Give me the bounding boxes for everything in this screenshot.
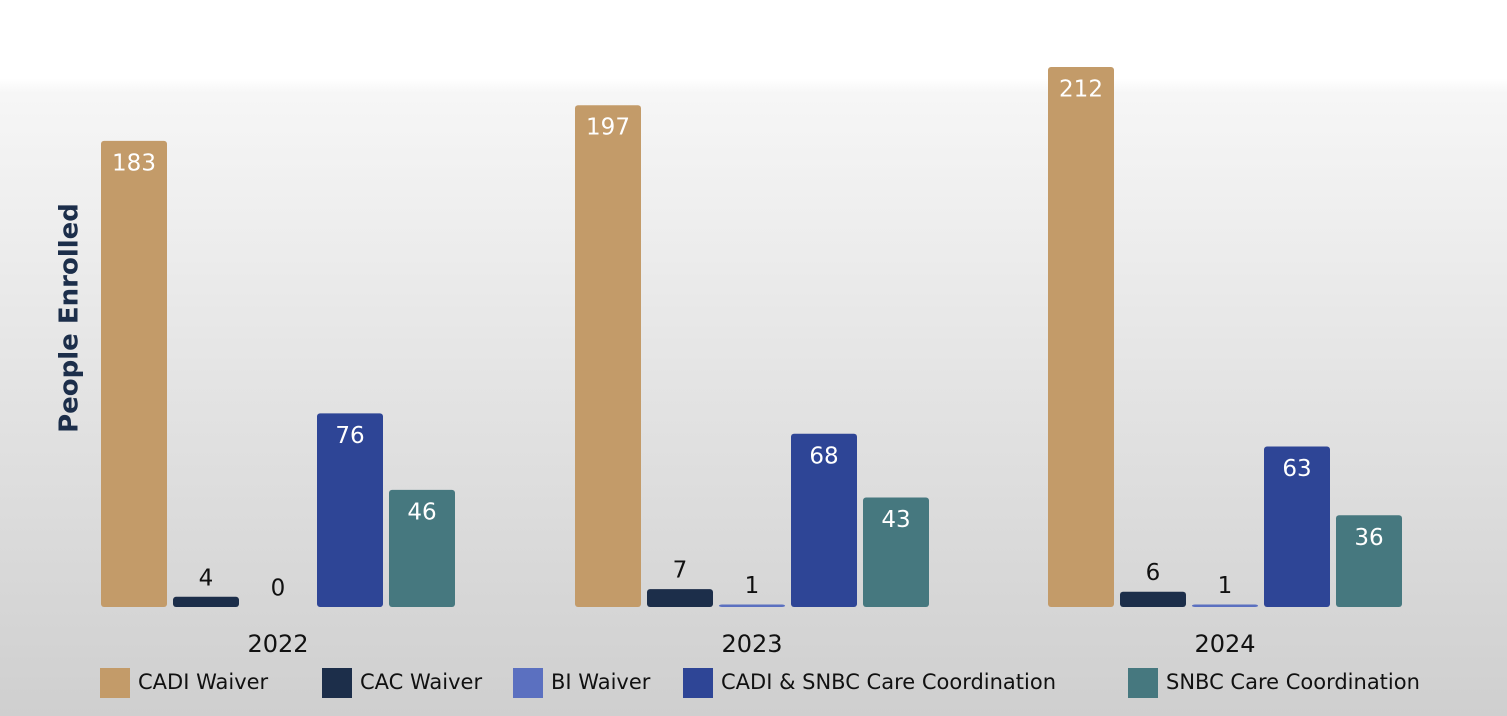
value-label: 0 (271, 576, 286, 602)
x-tick-label: 2024 (1194, 630, 1255, 658)
bar (575, 105, 641, 607)
value-label: 43 (881, 507, 910, 533)
legend-swatch (322, 668, 352, 698)
bar (389, 489, 455, 607)
bar (1336, 515, 1402, 607)
legend-swatch (683, 668, 713, 698)
legend-label: SNBC Care Coordination (1166, 670, 1420, 694)
x-tick-label: 2023 (721, 630, 782, 658)
bar (1120, 591, 1186, 607)
value-label: 46 (407, 499, 436, 525)
legend-label: CAC Waiver (360, 670, 482, 694)
bar (317, 413, 383, 607)
legend-swatch (513, 668, 543, 698)
value-label: 63 (1282, 456, 1311, 482)
value-label: 36 (1354, 525, 1383, 551)
y-axis-label: People Enrolled (55, 203, 85, 433)
bar (863, 497, 929, 607)
legend-swatch (100, 668, 130, 698)
value-label: 4 (199, 565, 214, 591)
legend-label: BI Waiver (551, 670, 651, 694)
bar (647, 589, 713, 607)
bar (101, 140, 167, 607)
bar (1264, 446, 1330, 607)
value-label: 6 (1146, 560, 1161, 586)
value-label: 197 (586, 115, 630, 141)
value-label: 1 (745, 573, 760, 599)
value-label: 68 (809, 443, 838, 469)
legend-swatch (1128, 668, 1158, 698)
bar (791, 433, 857, 607)
value-label: 7 (673, 558, 688, 584)
value-label: 183 (112, 150, 156, 176)
bar (719, 604, 785, 607)
legend-label: CADI Waiver (138, 670, 269, 694)
value-label: 76 (335, 423, 364, 449)
bar (173, 596, 239, 607)
x-tick-label: 2022 (247, 630, 308, 658)
legend-label: CADI & SNBC Care Coordination (721, 670, 1056, 694)
bar (1048, 67, 1114, 607)
value-label: 1 (1218, 573, 1233, 599)
value-label: 212 (1059, 77, 1103, 103)
bar (1192, 604, 1258, 607)
